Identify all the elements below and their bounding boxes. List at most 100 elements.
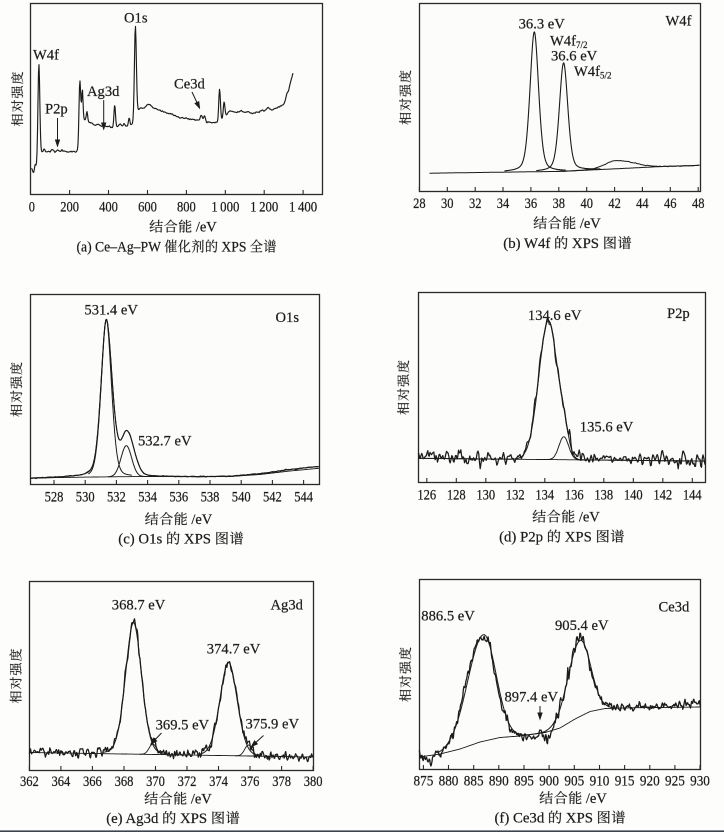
svg-text:380: 380 bbox=[304, 774, 323, 790]
svg-text:1 200: 1 200 bbox=[250, 200, 278, 216]
svg-text:44: 44 bbox=[636, 196, 649, 212]
svg-text:40: 40 bbox=[580, 196, 593, 212]
svg-text:528: 528 bbox=[45, 490, 64, 506]
svg-text:134: 134 bbox=[535, 488, 554, 504]
svg-text:/eV: /eV bbox=[188, 512, 213, 528]
svg-text:531.4 eV: 531.4 eV bbox=[84, 302, 138, 318]
svg-text:536: 536 bbox=[169, 490, 188, 506]
svg-text:/eV: /eV bbox=[582, 791, 607, 807]
svg-text:138: 138 bbox=[594, 488, 613, 504]
svg-text:34: 34 bbox=[497, 196, 510, 212]
svg-text:38: 38 bbox=[553, 196, 566, 212]
svg-text:Ce3d: Ce3d bbox=[659, 600, 691, 616]
svg-text:(f) Ce3d: (f) Ce3d bbox=[495, 811, 548, 827]
svg-text:885: 885 bbox=[464, 774, 484, 790]
svg-text:900: 900 bbox=[539, 774, 559, 790]
svg-text:540: 540 bbox=[232, 490, 251, 506]
svg-text:374.7 eV: 374.7 eV bbox=[207, 642, 261, 658]
svg-text:542: 542 bbox=[263, 490, 282, 506]
svg-text:368: 368 bbox=[115, 774, 134, 790]
svg-text:46: 46 bbox=[664, 196, 677, 212]
svg-text:/eV: /eV bbox=[576, 216, 601, 232]
svg-text:O1s: O1s bbox=[276, 310, 300, 326]
svg-text:(d) P2p: (d) P2p bbox=[499, 530, 547, 546]
svg-text:135.6 eV: 135.6 eV bbox=[580, 420, 634, 436]
svg-text:XPS: XPS bbox=[568, 236, 603, 252]
svg-text:126: 126 bbox=[417, 488, 436, 504]
svg-text:140: 140 bbox=[624, 488, 643, 504]
svg-text:42: 42 bbox=[608, 196, 621, 212]
svg-text:376: 376 bbox=[241, 774, 260, 790]
svg-text:(c) O1s: (c) O1s bbox=[118, 532, 166, 548]
svg-text:915: 915 bbox=[615, 774, 635, 790]
svg-text:28: 28 bbox=[413, 196, 426, 212]
svg-text:538: 538 bbox=[201, 490, 220, 506]
svg-text:(b) W4f: (b) W4f bbox=[503, 236, 554, 252]
svg-text:O1s: O1s bbox=[124, 11, 148, 27]
svg-text:534: 534 bbox=[138, 490, 157, 506]
svg-text:544: 544 bbox=[294, 490, 313, 506]
svg-text:XPS: XPS bbox=[561, 530, 596, 546]
svg-text:(e) Ag3d: (e) Ag3d bbox=[106, 811, 162, 827]
svg-text:36: 36 bbox=[525, 196, 538, 212]
svg-text:930: 930 bbox=[690, 774, 710, 790]
svg-text:XPS: XPS bbox=[176, 811, 211, 827]
svg-text:905: 905 bbox=[564, 774, 584, 790]
svg-text:875: 875 bbox=[414, 774, 434, 790]
svg-text:142: 142 bbox=[653, 488, 672, 504]
svg-text:374: 374 bbox=[209, 774, 228, 790]
svg-text:800: 800 bbox=[177, 200, 196, 216]
svg-text:Ce3d: Ce3d bbox=[174, 77, 206, 93]
svg-text:128: 128 bbox=[447, 488, 466, 504]
svg-text:144: 144 bbox=[683, 488, 702, 504]
svg-text:886.5 eV: 886.5 eV bbox=[421, 609, 475, 625]
svg-text:132: 132 bbox=[506, 488, 525, 504]
svg-text:0: 0 bbox=[29, 200, 35, 216]
svg-text:(a) Ce–Ag–PW: (a) Ce–Ag–PW bbox=[77, 239, 165, 256]
svg-text:370: 370 bbox=[146, 774, 165, 790]
svg-text:920: 920 bbox=[640, 774, 660, 790]
svg-text:897.4 eV: 897.4 eV bbox=[505, 690, 559, 706]
svg-text:600: 600 bbox=[138, 200, 157, 216]
svg-text:XPS: XPS bbox=[218, 239, 250, 256]
svg-text:XPS: XPS bbox=[562, 811, 597, 827]
svg-text:Ag3d: Ag3d bbox=[87, 84, 120, 100]
svg-text:Ag3d: Ag3d bbox=[271, 598, 304, 614]
svg-text:W4f: W4f bbox=[33, 48, 59, 64]
svg-text:36.6 eV: 36.6 eV bbox=[551, 49, 598, 65]
svg-text:XPS: XPS bbox=[180, 532, 215, 548]
svg-text:532.7 eV: 532.7 eV bbox=[138, 434, 192, 450]
svg-text:375.9 eV: 375.9 eV bbox=[246, 717, 300, 733]
svg-text:368.7 eV: 368.7 eV bbox=[112, 598, 166, 614]
svg-text:30: 30 bbox=[441, 196, 454, 212]
svg-text:P2p: P2p bbox=[667, 306, 690, 322]
svg-text:1 400: 1 400 bbox=[289, 200, 317, 216]
svg-text:/eV: /eV bbox=[575, 510, 600, 526]
svg-text:372: 372 bbox=[178, 774, 197, 790]
svg-text:/eV: /eV bbox=[192, 220, 217, 236]
svg-text:880: 880 bbox=[439, 774, 459, 790]
svg-text:364: 364 bbox=[52, 774, 71, 790]
svg-text:905.4 eV: 905.4 eV bbox=[555, 618, 609, 634]
svg-text:200: 200 bbox=[60, 200, 79, 216]
svg-text:36.3 eV: 36.3 eV bbox=[519, 16, 566, 32]
svg-text:362: 362 bbox=[20, 774, 39, 790]
svg-text:134.6 eV: 134.6 eV bbox=[528, 308, 582, 324]
svg-text:P2p: P2p bbox=[45, 102, 68, 118]
svg-text:366: 366 bbox=[83, 774, 102, 790]
svg-text:136: 136 bbox=[565, 488, 584, 504]
svg-text:48: 48 bbox=[692, 196, 705, 212]
svg-text:1 000: 1 000 bbox=[211, 200, 239, 216]
svg-text:895: 895 bbox=[514, 774, 534, 790]
svg-text:W4f: W4f bbox=[666, 14, 692, 30]
svg-text:532: 532 bbox=[107, 490, 126, 506]
svg-text:400: 400 bbox=[99, 200, 118, 216]
svg-text:32: 32 bbox=[469, 196, 482, 212]
svg-text:130: 130 bbox=[476, 488, 495, 504]
svg-text:890: 890 bbox=[489, 774, 509, 790]
svg-text:369.5 eV: 369.5 eV bbox=[156, 718, 210, 734]
svg-text:925: 925 bbox=[665, 774, 685, 790]
svg-text:530: 530 bbox=[76, 490, 95, 506]
svg-text:378: 378 bbox=[272, 774, 291, 790]
svg-text:/eV: /eV bbox=[187, 792, 212, 808]
